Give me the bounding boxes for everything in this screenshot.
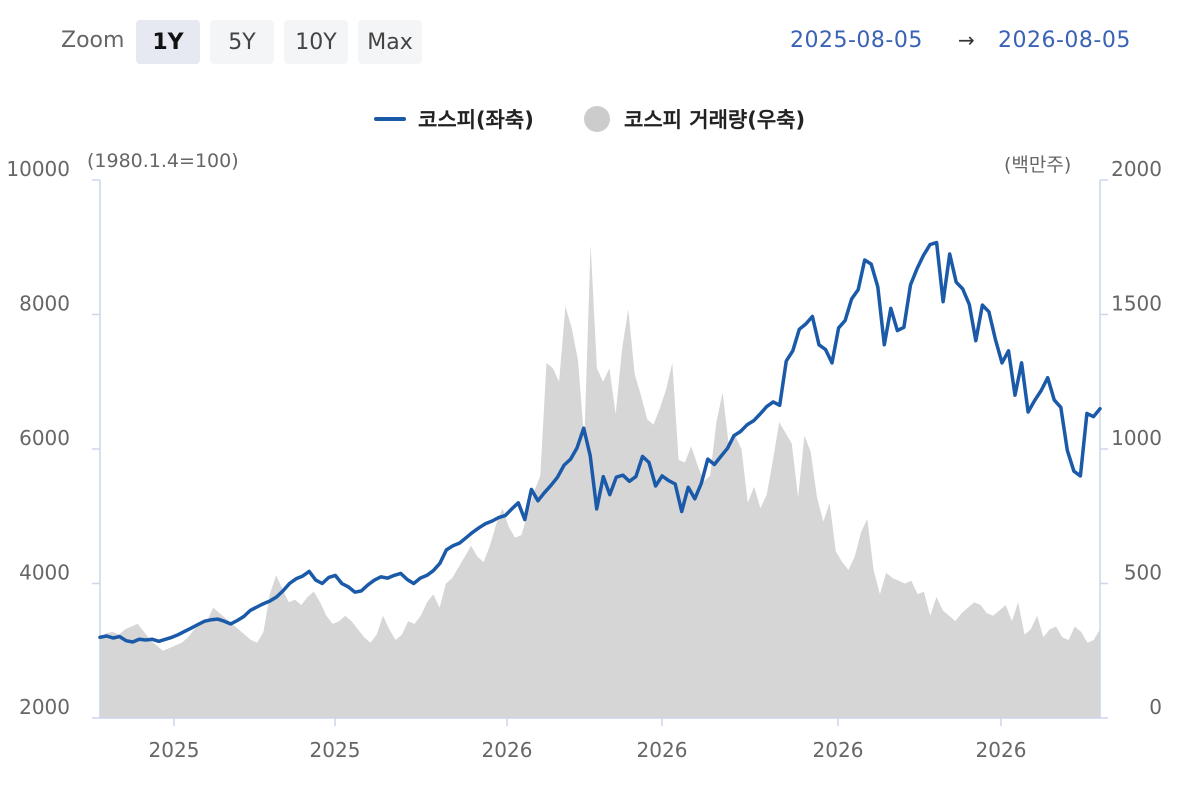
right-axis-tick-label: 500 bbox=[1124, 561, 1162, 585]
left-axis-tick-label: 8000 bbox=[19, 292, 70, 316]
legend-label-kospi: 코스피(좌축) bbox=[418, 108, 534, 132]
left-axis-tick-label: 4000 bbox=[19, 561, 70, 585]
range-arrow-icon: → bbox=[958, 28, 975, 52]
legend-item-volume[interactable]: 코스피 거래량(우축) bbox=[584, 104, 805, 134]
left-axis-tick-label: 6000 bbox=[19, 426, 70, 450]
circle-swatch-icon bbox=[584, 106, 610, 132]
zoom-10y-button[interactable]: 10Y bbox=[284, 20, 348, 64]
zoom-label: Zoom bbox=[61, 28, 125, 53]
right-axis-tick-label: 1500 bbox=[1111, 292, 1162, 316]
left-axis-tick-label: 2000 bbox=[19, 695, 70, 719]
legend-item-kospi[interactable]: 코스피(좌축) bbox=[374, 104, 534, 134]
x-axis-tick-label: 2025 bbox=[149, 738, 200, 762]
x-axis-tick-label: 2025 bbox=[310, 738, 361, 762]
left-axis-unit: (1980.1.4=100) bbox=[87, 150, 239, 172]
line-swatch-icon bbox=[374, 117, 406, 121]
range-end-input[interactable]: 2026-08-05 bbox=[998, 28, 1131, 53]
x-axis-tick-label: 2026 bbox=[482, 738, 533, 762]
right-axis-tick-label: 2000 bbox=[1111, 157, 1162, 181]
x-axis-tick-label: 2026 bbox=[813, 738, 864, 762]
right-axis-unit: (백만주) bbox=[1004, 154, 1072, 176]
left-axis-tick-label: 10000 bbox=[6, 157, 70, 181]
range-start-input[interactable]: 2025-08-05 bbox=[790, 28, 923, 53]
right-axis-tick-label: 1000 bbox=[1111, 426, 1162, 450]
volume-area-series bbox=[100, 244, 1100, 718]
zoom-5y-button[interactable]: 5Y bbox=[210, 20, 274, 64]
right-axis-tick-label: 0 bbox=[1149, 695, 1162, 719]
zoom-max-button[interactable]: Max bbox=[358, 20, 422, 64]
zoom-1y-button[interactable]: 1Y bbox=[136, 20, 200, 64]
x-axis-tick-label: 2026 bbox=[976, 738, 1027, 762]
x-axis-tick-label: 2026 bbox=[637, 738, 688, 762]
kospi-line-series bbox=[98, 240, 1102, 644]
legend-label-volume: 코스피 거래량(우축) bbox=[624, 108, 806, 132]
